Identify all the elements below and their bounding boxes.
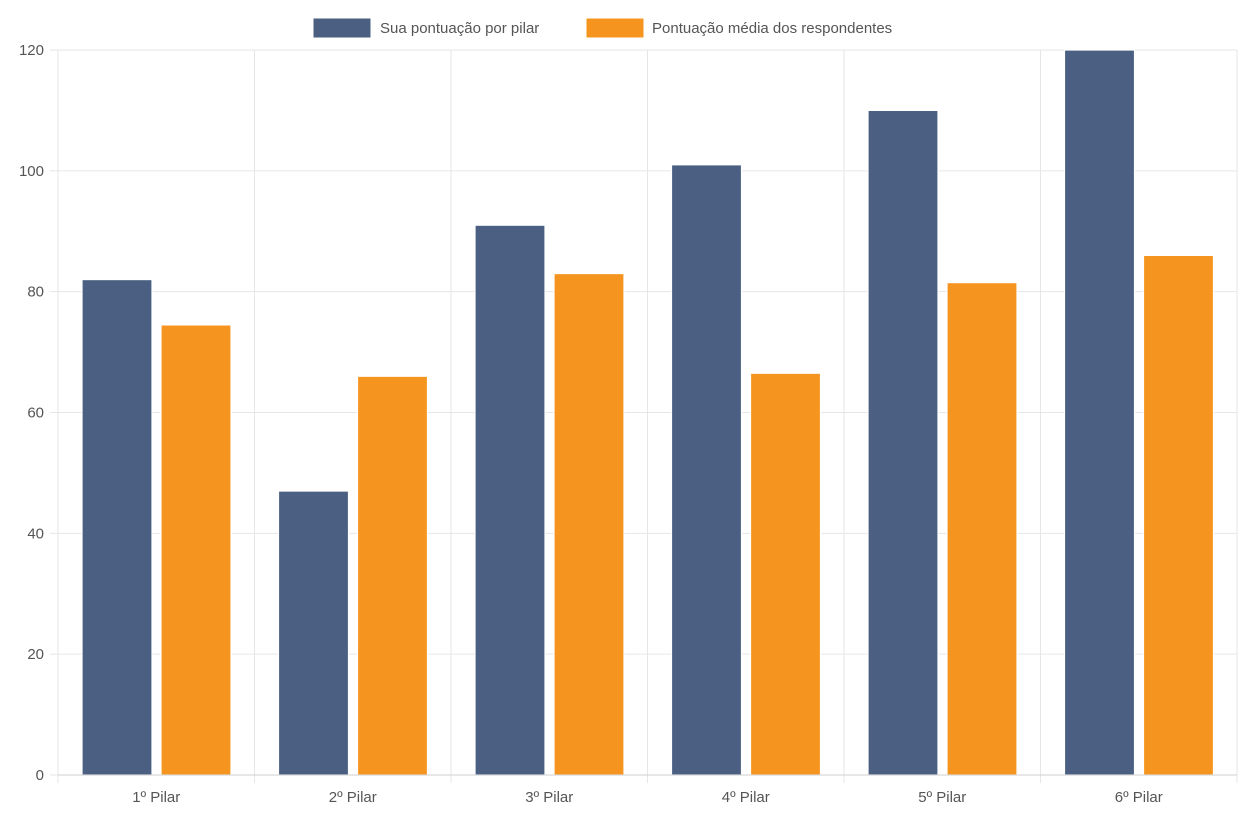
y-tick-label: 120 [19,42,44,59]
bar-pontuacao-media [946,282,1018,776]
bar-sua-pontuacao [670,164,743,776]
bar-sua-pontuacao [81,278,153,776]
bar-pontuacao-media [1142,254,1215,776]
bar-pontuacao-media [160,324,232,776]
grid-layer [50,49,1238,783]
legend-label: Sua pontuação por pilar [380,20,539,37]
legend-swatch [585,17,645,39]
bar-pontuacao-media [356,375,429,776]
x-tick-label: 3º Pilar [525,789,573,806]
bar-pontuacao-media [749,372,822,776]
legend-swatch [312,17,372,39]
y-tick-label: 80 [27,284,44,301]
y-tick-label: 100 [19,163,44,180]
x-tick-label: 2º Pilar [329,789,377,806]
bar-sua-pontuacao [474,224,546,776]
x-tick-label: 5º Pilar [918,789,966,806]
y-tick-label: 20 [27,646,44,663]
bar-sua-pontuacao [867,109,939,776]
legend-label: Pontuação média dos respondentes [652,20,892,37]
y-tick-label: 60 [27,405,44,422]
bars-layer [81,49,1215,776]
bar-pontuacao-media [553,272,625,776]
y-tick-label: 40 [27,525,44,542]
bar-sua-pontuacao [1063,49,1136,776]
y-tick-label: 0 [36,767,44,784]
legend: Sua pontuação por pilar Pontuação média d… [312,17,892,39]
axis-layer: 0 20 40 60 80 100 120 1º Pilar 2º Pilar 3º Pilar 4… [19,42,1237,806]
x-tick-label: 4º Pilar [722,789,770,806]
x-tick-label: 6º Pilar [1115,789,1163,806]
bar-sua-pontuacao [277,490,350,776]
x-tick-label: 1º Pilar [132,789,180,806]
